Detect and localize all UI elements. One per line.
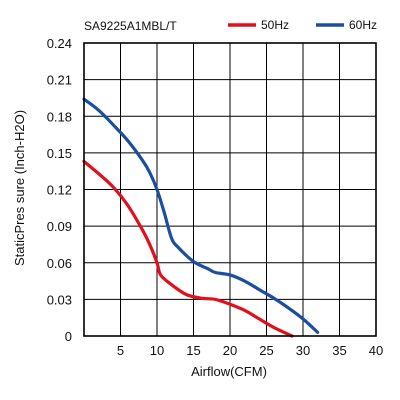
grid-lines (84, 43, 376, 336)
series-line-50hz (82, 159, 294, 338)
y-tick-label: 0.15 (47, 146, 72, 161)
legend: 50Hz 60Hz (228, 18, 377, 32)
legend-label-60hz: 60Hz (349, 18, 377, 32)
y-tick-label: 0.24 (47, 36, 72, 51)
y-tick-label: 0.18 (47, 109, 72, 124)
x-tick-label: 35 (332, 343, 346, 358)
x-tick-label: 30 (296, 343, 310, 358)
y-tick-label: 0.09 (47, 219, 72, 234)
x-tick-label: 5 (117, 343, 124, 358)
y-axis-title: StaticPres sure (Inch-H2O) (12, 110, 27, 266)
series-line-60hz (82, 97, 320, 334)
y-tick-label: 0.21 (47, 73, 72, 88)
plot-frame (83, 42, 377, 337)
data-series (82, 97, 320, 338)
x-axis-title: Airflow(CFM) (191, 364, 267, 379)
y-tick-label: 0.12 (47, 183, 72, 198)
x-tick-label: 25 (259, 343, 273, 358)
y-tick-label: 0.03 (47, 292, 72, 307)
x-tick-label: 15 (186, 343, 200, 358)
x-tick-label: 20 (223, 343, 237, 358)
y-tick-label: 0.06 (47, 256, 72, 271)
chart-title: SA9225A1MBL/T (84, 19, 177, 33)
legend-label-50hz: 50Hz (261, 18, 289, 32)
x-tick-label: 10 (150, 343, 164, 358)
x-tick-label: 40 (369, 343, 383, 358)
y-tick-label: 0 (65, 329, 72, 344)
tick-labels: 5 10 15 20 25 30 35 40 0 0.03 0.06 0.09 0.12 0.15 0.18… (47, 36, 384, 358)
